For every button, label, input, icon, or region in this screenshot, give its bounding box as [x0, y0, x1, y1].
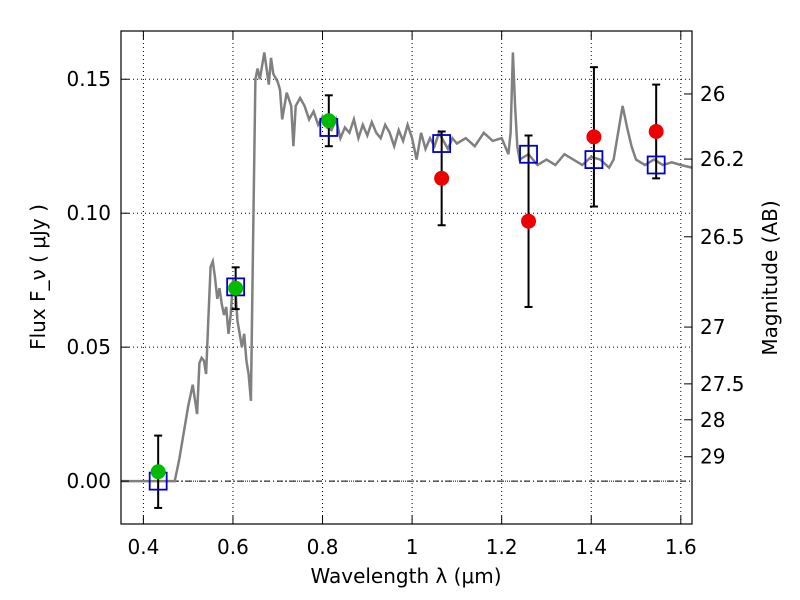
model-photometry-square — [432, 134, 452, 153]
x-tick-label: 1.4 — [575, 535, 607, 559]
model-photometry-square — [646, 155, 666, 175]
mag-tick-label: 26.5 — [700, 225, 745, 249]
data-markers — [148, 113, 666, 491]
mag-tick-label: 28 — [700, 408, 725, 432]
x-axis-label: Wavelength λ (μm) — [310, 564, 501, 588]
grid-lines — [121, 31, 692, 524]
y-tick-label: 0.15 — [66, 67, 111, 91]
mag-tick-label: 26.2 — [700, 147, 745, 171]
x-tick-label: 1.6 — [665, 535, 697, 559]
axis-ticks — [121, 31, 692, 524]
y-tick-label: 0.10 — [66, 201, 111, 225]
y2-axis-label: Magnitude (AB) — [758, 200, 782, 355]
model-photometry-square — [584, 150, 604, 170]
x-tick-label: 0.4 — [127, 535, 159, 559]
x-tick-label: 1 — [406, 535, 419, 559]
model-spectrum-line — [121, 52, 693, 483]
observed-flux-point — [150, 464, 166, 480]
x-tick-label: 0.8 — [307, 535, 339, 559]
plot-frame — [120, 30, 693, 525]
mag-tick-label: 29 — [700, 445, 725, 469]
observed-flux-point — [228, 280, 244, 296]
y-axis-label: Flux F_ν ( μJy ) — [26, 204, 50, 350]
observed-flux-point — [321, 113, 337, 129]
mag-tick-label: 27 — [700, 315, 725, 339]
y-tick-label: 0.05 — [66, 335, 111, 359]
observed-flux-point — [521, 213, 537, 229]
y-tick-label: 0.00 — [66, 469, 111, 493]
observed-flux-point — [648, 123, 664, 139]
x-tick-label: 1.2 — [486, 535, 518, 559]
mag-tick-label: 27.5 — [700, 372, 745, 396]
model-photometry-square — [519, 144, 538, 164]
observed-flux-point — [434, 170, 450, 186]
tick-labels: 0.4 0.6 0.8 1 1.2 1.4 1.6 0.00 0.05 0.10 0.15 26 26.… — [66, 67, 744, 559]
mag-tick-label: 26 — [700, 82, 725, 106]
observed-flux-point — [586, 129, 602, 145]
x-tick-label: 0.6 — [217, 535, 249, 559]
